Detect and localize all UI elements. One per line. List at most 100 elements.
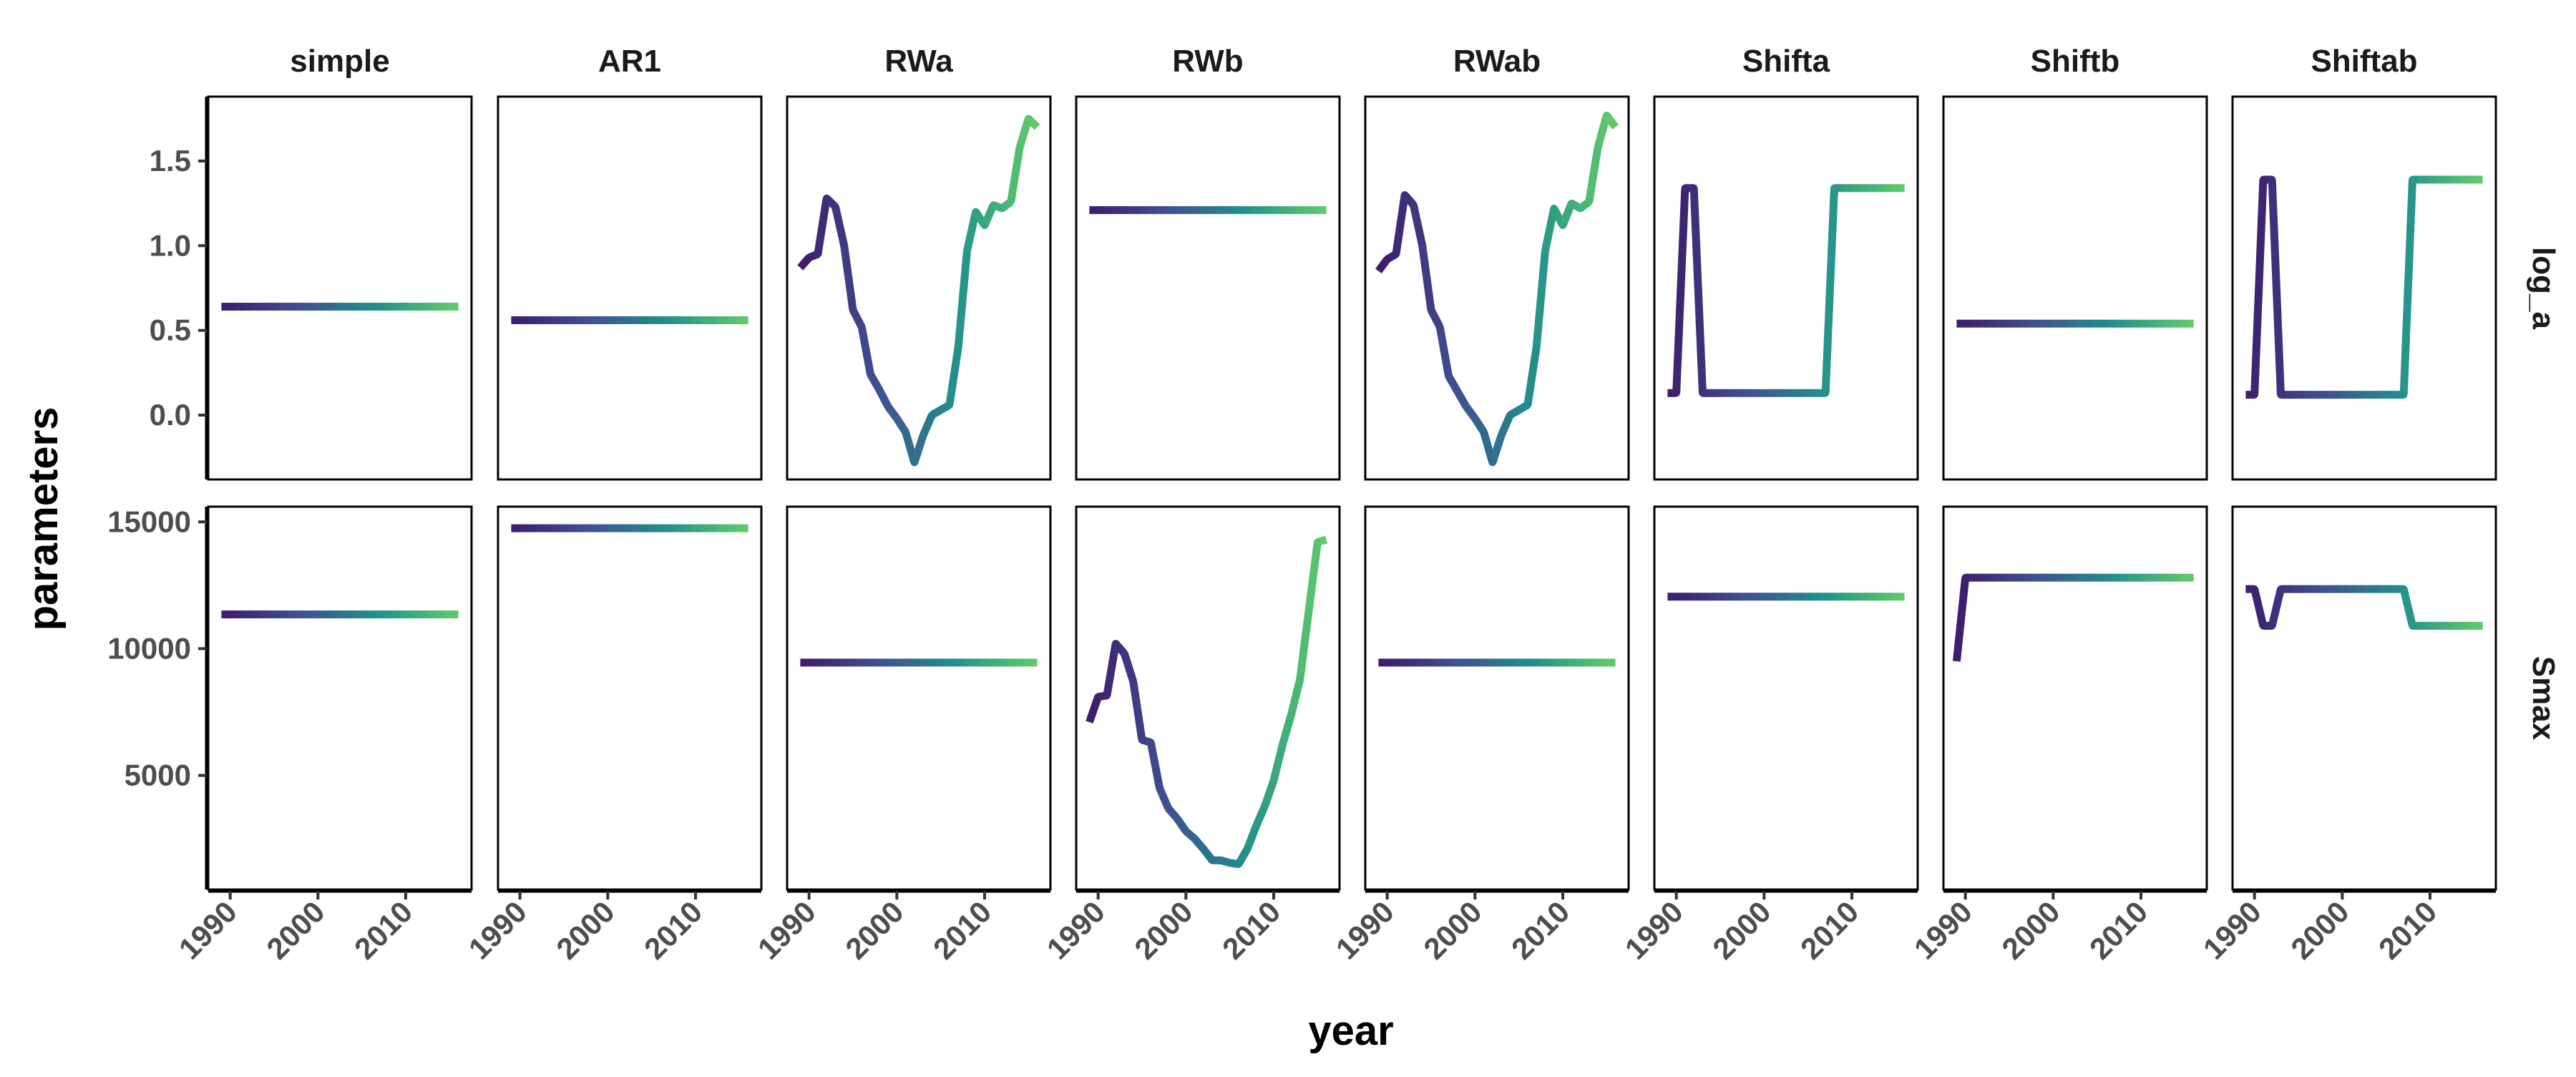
line-join <box>656 316 665 324</box>
line-join <box>2409 175 2416 184</box>
line-join <box>1804 593 1812 600</box>
line-join <box>1585 198 1593 205</box>
panel-shiftb-log-a <box>1942 95 2208 481</box>
line-join <box>955 658 962 667</box>
line-join <box>436 303 445 311</box>
line-join <box>665 524 673 532</box>
line-join <box>2435 175 2443 184</box>
line-join <box>1585 658 1593 667</box>
line-join <box>1681 593 1689 600</box>
line-join <box>2049 320 2057 328</box>
line-join <box>1857 593 1865 600</box>
line-join <box>560 524 568 532</box>
facet-title-shifta: Shifta <box>1742 44 1830 79</box>
line-join <box>1103 691 1111 700</box>
line-join <box>1672 593 1680 600</box>
line-join <box>2137 320 2145 328</box>
line-join <box>1401 658 1409 667</box>
series-shiftab-log-a <box>2245 175 2483 399</box>
line-segment <box>910 434 927 464</box>
line-join <box>419 610 427 618</box>
series-rwa-log-a <box>797 114 1040 467</box>
line-join <box>875 658 884 667</box>
line-join <box>2373 585 2381 593</box>
line-join <box>1857 184 1865 193</box>
line-segment <box>857 326 874 376</box>
line-segment <box>1418 245 1435 311</box>
line-join <box>1874 593 1882 600</box>
x-tick-label: 2000 <box>1417 895 1488 965</box>
panel-simple-smax <box>207 505 473 891</box>
line-join <box>560 316 568 324</box>
line-join <box>1822 593 1830 600</box>
line-join <box>226 303 234 311</box>
line-join <box>656 524 665 532</box>
x-tick-label: 2000 <box>1128 895 1199 965</box>
line-join <box>1138 206 1146 214</box>
line-join <box>1594 658 1602 667</box>
y-tick-label: 1.5 <box>150 144 191 177</box>
line-join <box>1690 593 1698 600</box>
line-join <box>1996 574 2004 582</box>
line-join <box>551 524 559 532</box>
line-join <box>1015 658 1024 667</box>
panel-simple-log-a <box>207 95 473 481</box>
line-join <box>305 610 313 618</box>
line-join <box>2277 585 2285 593</box>
line-segment <box>840 245 857 311</box>
line-segment <box>1007 147 1024 203</box>
line-segment <box>1488 434 1506 464</box>
line-join <box>1839 184 1847 193</box>
line-join <box>2329 585 2338 593</box>
line-join <box>401 610 410 618</box>
line-join <box>709 524 717 532</box>
line-join <box>665 316 673 324</box>
line-join <box>1244 845 1252 853</box>
line-join <box>1883 184 1891 193</box>
line-segment <box>2268 588 2285 627</box>
line-join <box>2426 622 2434 630</box>
x-tick-label: 2000 <box>839 895 909 965</box>
line-join <box>2303 391 2311 399</box>
line-join <box>683 316 691 324</box>
line-join <box>1226 206 1234 214</box>
line-join <box>1269 776 1278 784</box>
line-join <box>525 524 533 532</box>
line-join <box>288 303 296 311</box>
line-join <box>1164 206 1173 214</box>
line-join <box>2409 622 2416 630</box>
line-join <box>1480 428 1488 436</box>
facet-title-shiftb: Shiftb <box>2031 44 2120 79</box>
line-segment <box>1296 610 1313 680</box>
line-join <box>736 316 743 324</box>
line-join <box>1173 206 1181 214</box>
line-join <box>893 658 901 667</box>
line-join <box>849 306 857 314</box>
line-join <box>1191 206 1199 214</box>
line-join <box>814 250 822 258</box>
line-join <box>910 658 919 667</box>
line-join <box>340 610 348 618</box>
line-join <box>1839 593 1847 600</box>
line-join <box>1699 593 1707 600</box>
line-join <box>516 316 524 324</box>
line-join <box>393 610 401 618</box>
line-join <box>1760 389 1768 397</box>
line-join <box>2356 391 2364 399</box>
x-tick-label: 2010 <box>2083 895 2154 965</box>
y-tick-label: 10000 <box>107 631 191 665</box>
line-join <box>577 316 585 324</box>
line-join <box>1436 323 1444 331</box>
line-join <box>1314 206 1322 214</box>
panel-rwb-log-a <box>1075 95 1341 481</box>
line-join <box>945 401 954 409</box>
line-join <box>1961 320 1969 328</box>
line-join <box>990 658 997 667</box>
line-segment <box>1689 187 1707 394</box>
line-join <box>305 303 313 311</box>
line-join <box>1550 658 1558 667</box>
line-segment <box>1269 744 1287 781</box>
line-join <box>1427 658 1435 667</box>
line-join <box>2435 622 2443 630</box>
series-simple-smax <box>221 610 459 619</box>
